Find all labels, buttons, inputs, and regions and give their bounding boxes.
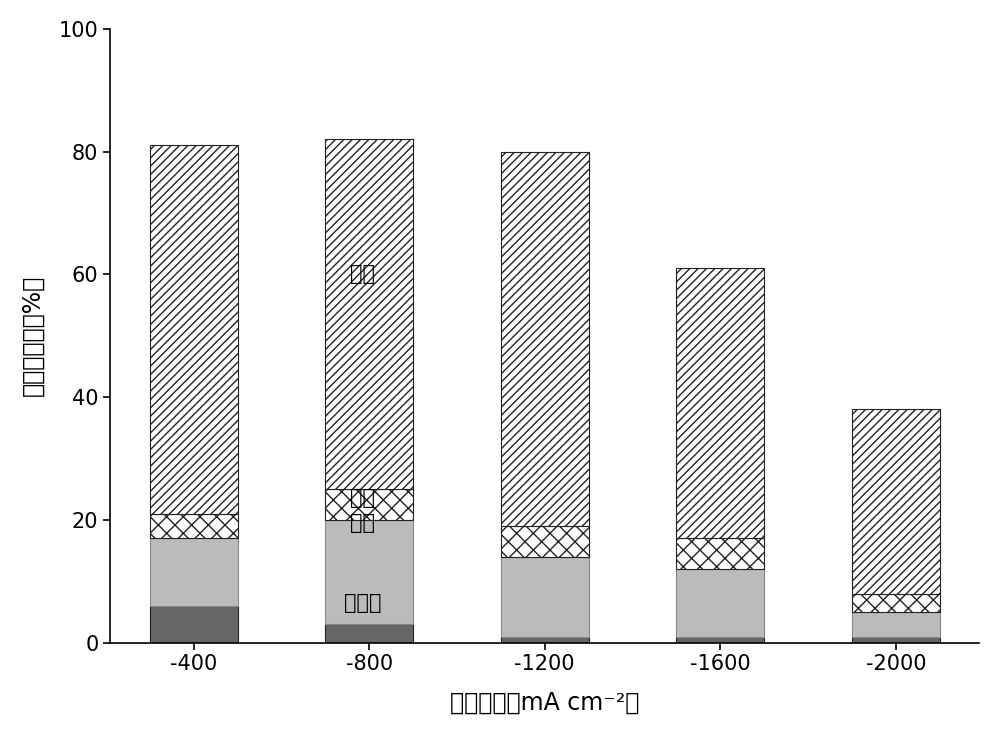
Bar xyxy=(852,612,940,637)
Bar xyxy=(325,139,413,489)
Bar xyxy=(676,569,764,637)
Bar xyxy=(150,146,238,514)
Bar xyxy=(501,637,589,643)
Bar xyxy=(325,489,413,520)
Bar xyxy=(150,538,238,606)
Bar xyxy=(676,637,764,643)
Bar xyxy=(150,514,238,538)
Bar xyxy=(501,152,589,526)
Bar xyxy=(501,556,589,637)
Bar xyxy=(325,624,413,643)
Bar xyxy=(676,538,764,569)
Text: 正丙醇: 正丙醇 xyxy=(344,592,381,613)
Bar xyxy=(676,268,764,538)
X-axis label: 电流密度（mA cm⁻²）: 电流密度（mA cm⁻²） xyxy=(450,691,639,715)
Text: 乙烯: 乙烯 xyxy=(350,264,375,284)
Text: 乙醇: 乙醇 xyxy=(350,513,375,533)
Bar xyxy=(150,606,238,643)
Bar xyxy=(852,637,940,643)
Bar xyxy=(852,409,940,594)
Bar xyxy=(852,594,940,612)
Text: 乙酸: 乙酸 xyxy=(350,489,375,509)
Bar xyxy=(325,520,413,624)
Bar xyxy=(501,526,589,556)
Y-axis label: 法拉第效率（%）: 法拉第效率（%） xyxy=(21,275,45,397)
